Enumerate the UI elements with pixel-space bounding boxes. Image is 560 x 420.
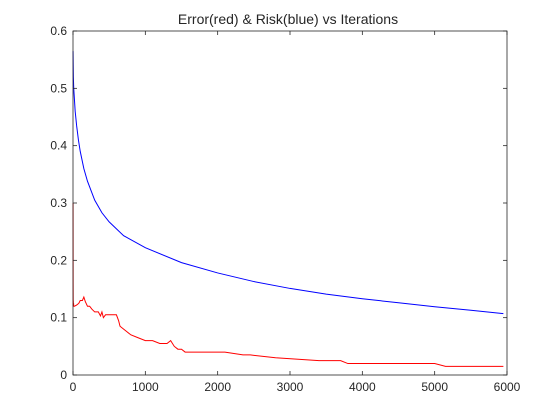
- series-line-2: [72, 202, 504, 367]
- x-tick-label: 0: [70, 380, 77, 394]
- x-tick-label: 2000: [204, 380, 231, 394]
- y-tick-label: 0.3: [50, 196, 67, 210]
- chart-title: Error(red) & Risk(blue) vs Iterations: [178, 11, 398, 27]
- y-tick-label: 0.1: [50, 311, 67, 325]
- series-layer: [72, 51, 504, 367]
- y-tick-label: 0.6: [50, 24, 67, 38]
- y-tick-label: 0.4: [50, 139, 67, 153]
- tick-layer: 0 1000 2000 3000 4000 5000 6000 0 0.1 0.2 0.3 0.4 0.…: [50, 24, 520, 394]
- y-tick-label: 0.2: [50, 253, 67, 267]
- y-tick-label: 0: [60, 368, 67, 382]
- x-tick-label: 1000: [132, 380, 159, 394]
- series-line-1: [72, 51, 504, 315]
- x-tick-label: 6000: [494, 380, 521, 394]
- x-tick-label: 5000: [421, 380, 448, 394]
- x-tick-label: 4000: [349, 380, 376, 394]
- y-tick-label: 0.5: [50, 81, 67, 95]
- plot-area: [73, 31, 507, 375]
- x-tick-label: 3000: [277, 380, 304, 394]
